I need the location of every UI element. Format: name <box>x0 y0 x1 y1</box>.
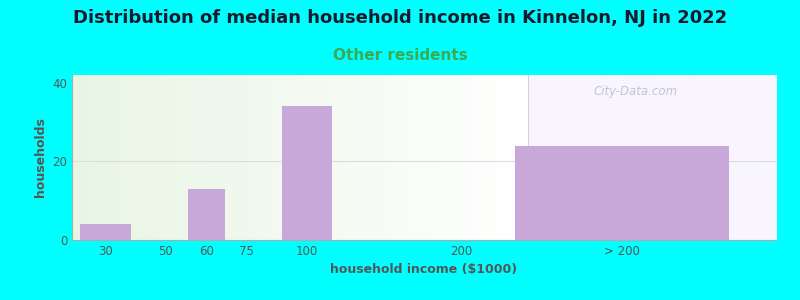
Bar <box>282 106 332 240</box>
Bar <box>80 224 130 240</box>
Y-axis label: households: households <box>34 118 46 197</box>
Text: Other residents: Other residents <box>333 48 467 63</box>
Text: Distribution of median household income in Kinnelon, NJ in 2022: Distribution of median household income … <box>73 9 727 27</box>
Bar <box>514 146 729 240</box>
Bar <box>188 189 225 240</box>
X-axis label: household income ($1000): household income ($1000) <box>330 263 518 276</box>
Text: City-Data.com: City-Data.com <box>593 85 678 98</box>
